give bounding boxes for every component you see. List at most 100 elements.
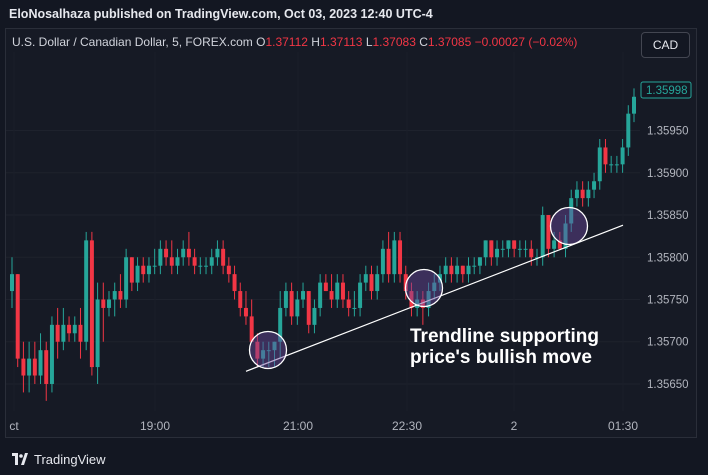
time-tick-label: 2 [511,419,518,433]
candle-body [124,257,129,300]
candle-body [335,282,340,300]
tradingview-logo-icon [12,453,28,465]
low-value: 1.37083 [372,35,416,49]
candle-body [61,324,66,342]
candle-body [415,299,420,308]
candle-body [249,316,254,342]
candle-body [301,291,306,300]
time-tick-label: ct [9,419,19,433]
candle-body [586,189,591,199]
annotation-text: Trendline supporting price's bullish mov… [410,326,599,368]
trendline-group [245,224,624,372]
publish-info: EloNosalhaza published on TradingView.co… [9,7,433,21]
candle-body [78,324,83,342]
candle-body [107,299,112,308]
price-tick-label: 1.35800 [647,252,689,264]
candle-body [443,265,448,275]
candle-body [466,265,471,275]
candle-body [175,257,180,266]
trendline [245,224,624,372]
candle-body [340,282,345,300]
open-value: 1.37112 [265,35,308,49]
candle-body [546,215,551,249]
candle-body [10,274,14,292]
candle-body [55,324,60,342]
candle-body [204,265,209,267]
candle-body [609,164,614,166]
candle-body [289,291,294,317]
candle-body [306,291,311,325]
candle-body [135,265,140,283]
publish-header: EloNosalhaza published on TradingView.co… [0,0,708,28]
candle-body [574,189,579,199]
candle-body [112,291,117,300]
candle-body [369,274,374,292]
candle-body [409,291,414,308]
candle-body [323,282,328,292]
candle-body [129,257,134,283]
highlight-circle [549,206,589,246]
candle-body [15,274,20,359]
close-value: 1.37085 [427,35,472,49]
time-axis: ct 19:00 21:00 22:30 2 01:30 [9,419,638,433]
candle-body [620,147,625,165]
candle-body [506,240,511,249]
high-label: H [311,35,320,49]
candle-body [186,248,191,258]
time-tick-label: 19:00 [140,419,170,433]
candle-body [517,248,522,250]
candle-body [329,291,334,300]
annotation-line-2: price's bullish move [410,347,592,368]
candle-body [523,248,528,250]
candle-body [261,350,266,359]
candle-body [540,215,545,258]
candle-body [529,248,534,258]
candle-body [632,96,636,114]
candle-body [295,299,300,317]
chart-frame[interactable] [5,28,697,438]
candle-body [226,265,231,275]
candle-body [318,282,323,308]
candle-body [192,257,197,266]
price-tick-label: 1.35900 [647,168,689,180]
candle-body [597,147,602,182]
candle-body [67,324,72,334]
currency-button[interactable]: CAD [641,32,690,58]
price-tick-label: 1.35650 [647,379,689,391]
candle-body [169,257,174,266]
time-tick-label: 22:30 [392,419,422,433]
candle-body [614,164,619,166]
price-axis: 1.35650 1.35700 1.35750 1.35800 1.35850 1.359… [640,81,692,391]
low-label: L [365,35,373,49]
candle-body [375,274,380,292]
candle-body [398,240,403,275]
candle-body [495,248,500,258]
candle-body [603,147,608,165]
price-tick-label: 1.35950 [647,126,689,138]
candle-body [278,307,283,342]
candle-body [563,223,568,249]
candle-body [534,257,539,259]
candle-body [592,181,597,190]
candle-body [352,307,357,309]
candle-body [500,248,505,250]
candle-body [158,248,163,266]
candle-body [146,265,151,275]
high-value: 1.37113 [319,35,363,49]
candle-body [512,240,517,249]
symbol-info-line: U.S. Dollar / Canadian Dollar, 5, FOREX.… [12,35,577,49]
candle-body [238,291,243,308]
candle-body [243,307,248,317]
candle-body [449,265,454,275]
candle-body [460,265,465,275]
candle-body [363,274,368,283]
candle-body [272,341,277,351]
candle-body [477,257,482,266]
price-tick-label: 1.35750 [647,294,689,306]
candle-body [626,113,631,148]
candle-body [472,265,477,267]
candle-body [420,299,425,308]
candle-body [38,350,43,376]
candle-body [209,257,214,266]
